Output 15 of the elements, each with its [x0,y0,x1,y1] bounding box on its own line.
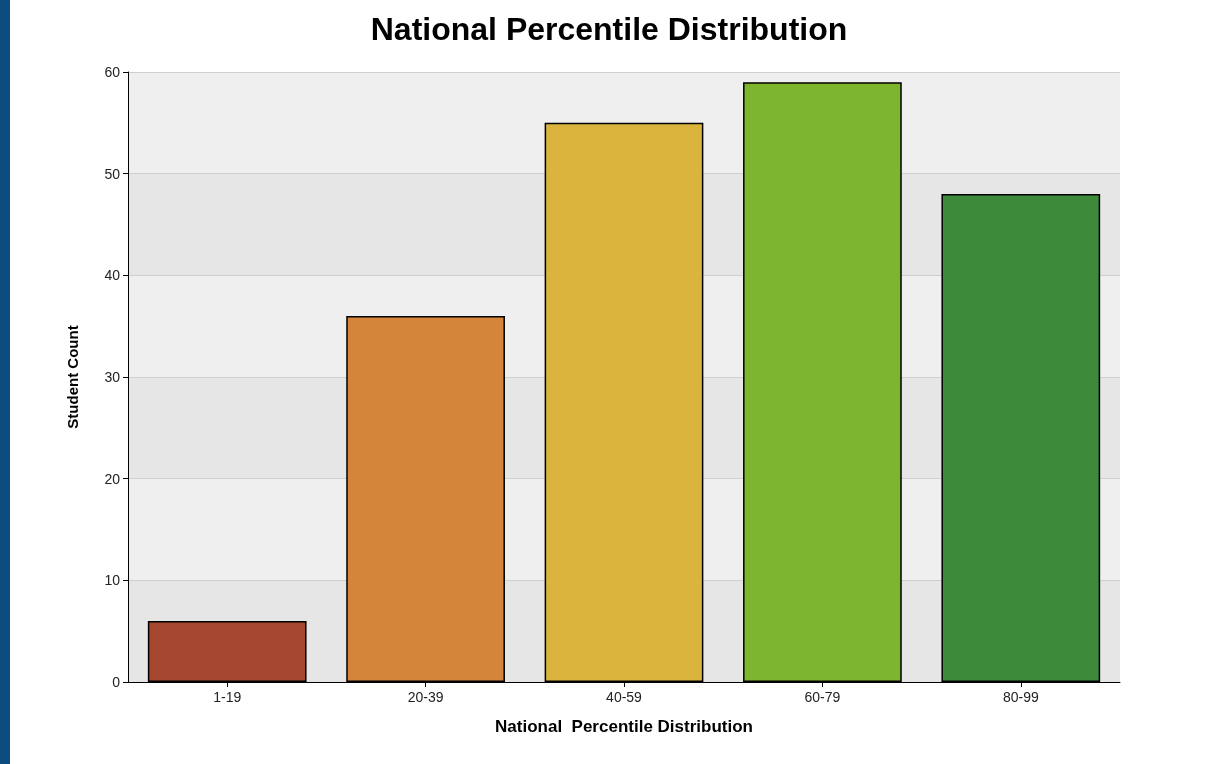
y-tick-label: 10 [104,572,121,589]
y-tick-label: 0 [112,674,121,690]
y-tick-label: 50 [104,165,121,182]
y-axis-title: Student Count [64,325,81,429]
x-tick-label: 1-19 [213,689,242,705]
x-tick-label: 40-59 [606,689,643,705]
x-tick-label: 60-79 [804,689,841,705]
x-tick-label: 20-39 [407,689,444,705]
x-tick-label: 80-99 [1002,689,1039,705]
y-tick-label: 30 [104,369,121,385]
chart-title: National Percentile Distribution [370,11,848,47]
y-tick-label: 40 [104,267,121,284]
y-tick-label: 20 [104,470,121,487]
y-tick-label: 60 [104,64,121,80]
x-axis-title: National Percentile Distribution [495,717,753,736]
